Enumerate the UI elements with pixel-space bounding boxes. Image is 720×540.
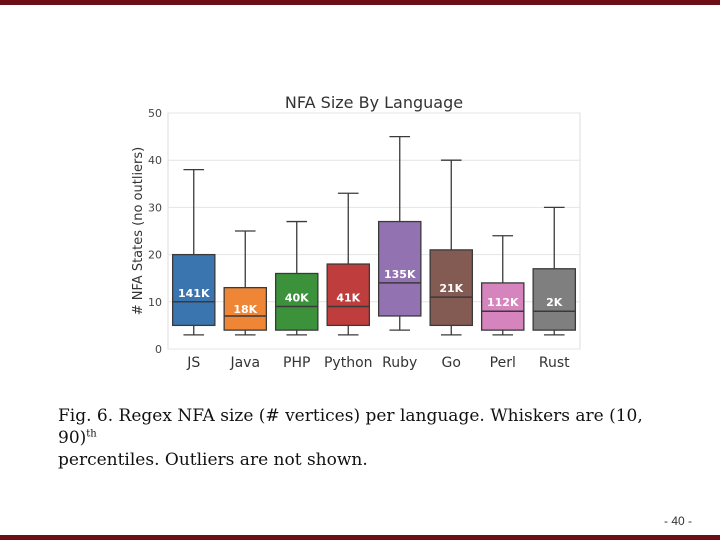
box-js xyxy=(171,253,216,327)
top-rule xyxy=(0,0,720,5)
figure-caption: Fig. 6. Regex NFA size (# vertices) per … xyxy=(58,405,668,471)
count-label: 112K xyxy=(487,296,519,309)
box-php xyxy=(274,272,319,331)
box-rust xyxy=(532,268,577,331)
box-perl xyxy=(480,282,525,331)
x-tick-label: Python xyxy=(324,355,373,371)
caption-tail: percentiles. Outliers are not shown. xyxy=(58,450,368,470)
x-tick-label: JS xyxy=(186,355,200,371)
x-tick-label: PHP xyxy=(283,355,310,371)
x-tick-label: Perl xyxy=(490,355,516,371)
y-tick-label: 30 xyxy=(148,201,162,214)
box-java xyxy=(223,286,268,331)
y-tick-label: 40 xyxy=(148,154,162,167)
box-go xyxy=(429,249,474,327)
chart-title: NFA Size By Language xyxy=(285,93,463,112)
count-label: 2K xyxy=(546,296,563,309)
y-tick-label: 10 xyxy=(148,296,162,309)
count-label: 41K xyxy=(336,292,360,305)
box-plot-chart: 0 10 20 30 40 50 NFA Size By Language # NFA Sta… xyxy=(131,93,581,371)
box-ruby xyxy=(377,220,422,317)
x-tick-label: Ruby xyxy=(382,355,417,371)
y-axis-label: # NFA States (no outliers) xyxy=(131,147,146,315)
bottom-rule xyxy=(0,535,720,540)
box-python xyxy=(326,263,371,327)
caption-main: Fig. 6. Regex NFA size (# vertices) per … xyxy=(58,406,643,448)
count-label: 18K xyxy=(233,303,257,316)
x-tick-label: Java xyxy=(229,355,260,371)
page-number: - 40 - xyxy=(663,514,692,528)
x-tick-label: Go xyxy=(442,355,461,371)
count-label: 21K xyxy=(439,282,463,295)
x-tick-label: Rust xyxy=(539,355,570,371)
y-tick-label: 50 xyxy=(148,107,162,120)
count-label: 135K xyxy=(384,268,416,281)
count-label: 40K xyxy=(285,292,309,305)
y-tick-label: 0 xyxy=(155,343,162,356)
count-label: 141K xyxy=(178,287,210,300)
y-tick-label: 20 xyxy=(148,249,162,262)
caption-superscript: th xyxy=(86,428,97,440)
